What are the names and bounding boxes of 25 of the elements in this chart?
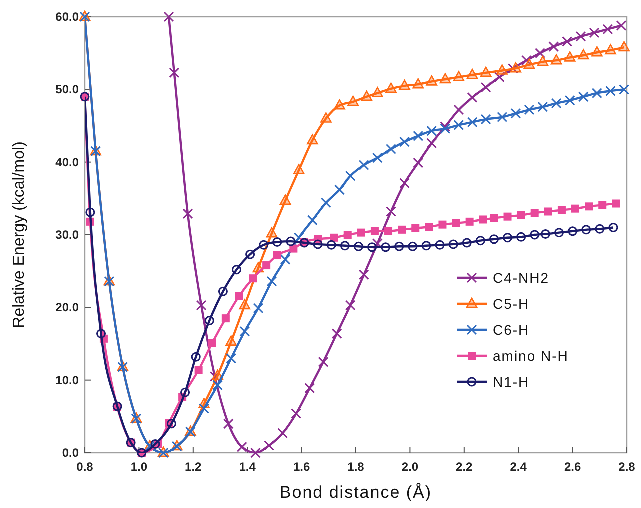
y-tick-label: 50.0 <box>56 82 80 97</box>
x-tick-label: 1.2 <box>185 460 202 474</box>
legend-label: C4-NH2 <box>493 270 550 286</box>
x-tick-label: 2.6 <box>564 460 582 474</box>
y-tick-label: 10.0 <box>56 373 80 388</box>
x-axis-title: Bond distance (Å) <box>280 483 432 502</box>
x-tick-label: 2.0 <box>402 460 419 474</box>
x-tick-label: 1.0 <box>130 460 148 474</box>
y-tick-label: 0.0 <box>62 446 80 460</box>
y-tick-label: 20.0 <box>56 300 80 315</box>
x-tick-label: 1.4 <box>239 460 256 474</box>
x-tick-label: 1.6 <box>293 460 310 474</box>
x-tick-label: 2.2 <box>456 460 474 474</box>
legend-label: N1-H <box>493 374 530 390</box>
legend-label: C6-H <box>493 322 530 338</box>
legend-label: C5-H <box>493 296 530 312</box>
legend-label: amino N-H <box>493 348 569 364</box>
x-tick-label: 2.8 <box>618 460 636 474</box>
x-tick-label: 0.8 <box>76 460 94 474</box>
x-tick-label: 2.4 <box>510 460 528 474</box>
x-tick-label: 1.8 <box>348 460 365 474</box>
y-tick-label: 60.0 <box>56 10 80 24</box>
y-tick-label: 40.0 <box>56 155 80 170</box>
y-axis-title: Relative Energy (kcal/mol) <box>11 142 28 328</box>
y-tick-label: 30.0 <box>56 228 80 242</box>
